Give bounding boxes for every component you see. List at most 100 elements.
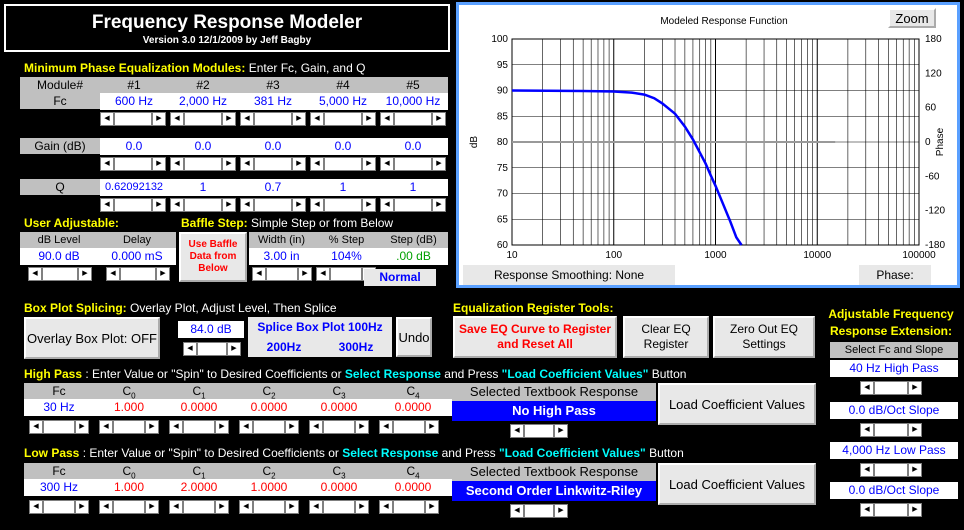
lp-response-select[interactable]: Second Order Linkwitz-Riley: [452, 481, 656, 501]
lp-c2-spinner[interactable]: ◀ ▶: [239, 500, 299, 514]
hp-c3-spinner[interactable]: ◀ ▶: [309, 420, 369, 434]
gain-5-spinner[interactable]: ◀ ▶: [380, 157, 446, 171]
gain-4-spinner[interactable]: ◀ ▶: [310, 157, 376, 171]
fc-2-spinner[interactable]: ◀ ▶: [170, 112, 236, 126]
splice-300hz-button[interactable]: 300Hz: [338, 340, 374, 354]
q-1-input[interactable]: 0.62092132: [100, 179, 168, 196]
baffle-mode-select[interactable]: Normal: [364, 269, 436, 286]
hp-c0-input[interactable]: 1.000: [94, 399, 164, 416]
q-3-input[interactable]: 0.7: [238, 179, 308, 196]
hp-response-select[interactable]: No High Pass: [452, 401, 656, 421]
baffle-width-input[interactable]: 3.00 in: [249, 248, 314, 265]
app-subtitle: Version 3.0 12/1/2009 by Jeff Bagby: [142, 35, 312, 46]
hp-response-spinner[interactable]: ◀ ▶: [510, 424, 568, 438]
lp-c0-input[interactable]: 1.000: [94, 479, 164, 496]
q-4-input[interactable]: 1: [308, 179, 378, 196]
q-3-spinner[interactable]: ◀ ▶: [240, 198, 306, 212]
lp-c3-spinner[interactable]: ◀ ▶: [309, 500, 369, 514]
lp-response-spinner[interactable]: ◀ ▶: [510, 504, 568, 518]
gain-5-input[interactable]: 0.0: [378, 138, 448, 155]
fc-5-spinner[interactable]: ◀ ▶: [380, 112, 446, 126]
fc-1-spinner[interactable]: ◀ ▶: [100, 112, 166, 126]
q-1-spinner[interactable]: ◀ ▶: [100, 198, 166, 212]
clear-eq-register-button[interactable]: Clear EQ Register: [623, 316, 709, 358]
user-adj-heading: User Adjustable:: [24, 216, 119, 230]
q-5-spinner[interactable]: ◀ ▶: [380, 198, 446, 212]
hp-extension-value[interactable]: 40 Hz High Pass: [830, 360, 958, 377]
fc-4-spinner[interactable]: ◀ ▶: [310, 112, 376, 126]
fc-3-spinner[interactable]: ◀ ▶: [240, 112, 306, 126]
hp-c2-spinner[interactable]: ◀ ▶: [239, 420, 299, 434]
baffle-width-spinner[interactable]: ◀ ▶: [252, 267, 312, 281]
gain-2-spinner[interactable]: ◀ ▶: [170, 157, 236, 171]
q-5-input[interactable]: 1: [378, 179, 448, 196]
gain-1-input[interactable]: 0.0: [100, 138, 168, 155]
lp-c0-spinner[interactable]: ◀ ▶: [99, 500, 159, 514]
q-2-spinner[interactable]: ◀ ▶: [170, 198, 236, 212]
x-tick-label: 10000: [803, 250, 831, 261]
delay-spinner[interactable]: ◀ ▶: [106, 267, 170, 281]
module-1: #1: [100, 77, 168, 93]
phase-button[interactable]: Phase:: [859, 265, 931, 285]
box-level-input[interactable]: 84.0 dB: [178, 321, 244, 338]
fc-5-input[interactable]: 10,000 Hz: [378, 93, 448, 110]
hp-fc-input[interactable]: 30 Hz: [24, 399, 94, 416]
hp-slope-value[interactable]: 0.0 dB/Oct Slope: [830, 402, 958, 419]
response-smoothing-select[interactable]: Response Smoothing: None: [463, 265, 675, 285]
hp-extension-spinner[interactable]: ◀ ▶: [860, 381, 922, 395]
fc-4-input[interactable]: 5,000 Hz: [308, 93, 378, 110]
lp-c4-spinner[interactable]: ◀ ▶: [379, 500, 439, 514]
q-4-spinner[interactable]: ◀ ▶: [310, 198, 376, 212]
gain-1-spinner[interactable]: ◀ ▶: [100, 157, 166, 171]
db-level-spinner[interactable]: ◀ ▶: [28, 267, 92, 281]
x-tick-label: 10: [506, 250, 518, 261]
gain-3-input[interactable]: 0.0: [238, 138, 308, 155]
hp-col-c4: C4: [374, 383, 452, 400]
lp-slope-value[interactable]: 0.0 dB/Oct Slope: [830, 482, 958, 499]
lp-c1-spinner[interactable]: ◀ ▶: [169, 500, 229, 514]
hp-slope-spinner[interactable]: ◀ ▶: [860, 423, 922, 437]
y-tick-label: 80: [497, 137, 509, 148]
fc-3-input[interactable]: 381 Hz: [238, 93, 308, 110]
box-level-spinner[interactable]: ◀ ▶: [183, 342, 241, 356]
save-eq-curve-button[interactable]: Save EQ Curve to Register and Reset All: [453, 316, 617, 358]
undo-button[interactable]: Undo: [396, 317, 432, 357]
hp-c4-spinner[interactable]: ◀ ▶: [379, 420, 439, 434]
hp-fc-spinner[interactable]: ◀ ▶: [29, 420, 89, 434]
delay-input[interactable]: 0.000 mS: [98, 248, 176, 265]
hp-col-c1: C1: [164, 383, 234, 400]
hp-load-coefficients-button[interactable]: Load Coefficient Values: [658, 383, 816, 425]
db-level-input[interactable]: 90.0 dB: [20, 248, 98, 265]
q-2-input[interactable]: 1: [168, 179, 238, 196]
lp-fc-spinner[interactable]: ◀ ▶: [29, 500, 89, 514]
hp-c0-spinner[interactable]: ◀ ▶: [99, 420, 159, 434]
splice-100hz-button[interactable]: Splice Box Plot 100Hz: [257, 320, 383, 334]
gain-4-input[interactable]: 0.0: [308, 138, 378, 155]
lp-extension-spinner[interactable]: ◀ ▶: [860, 463, 922, 477]
zoom-button[interactable]: Zoom: [888, 8, 936, 28]
gain-3-spinner[interactable]: ◀ ▶: [240, 157, 306, 171]
hp-c1-spinner[interactable]: ◀ ▶: [169, 420, 229, 434]
lp-fc-input[interactable]: 300 Hz: [24, 479, 94, 496]
fc-label: Fc: [20, 93, 100, 109]
hp-c4-input[interactable]: 0.0000: [374, 399, 452, 416]
lp-c4-input[interactable]: 0.0000: [374, 479, 452, 496]
overlay-box-plot-button[interactable]: Overlay Box Plot: OFF: [24, 317, 160, 359]
fc-2-input[interactable]: 2,000 Hz: [168, 93, 238, 110]
hp-c1-input[interactable]: 0.0000: [164, 399, 234, 416]
lp-c3-input[interactable]: 0.0000: [304, 479, 374, 496]
lp-extension-value[interactable]: 4,000 Hz Low Pass: [830, 442, 958, 459]
lp-slope-spinner[interactable]: ◀ ▶: [860, 503, 922, 517]
lp-c1-input[interactable]: 2.0000: [164, 479, 234, 496]
hp-c2-input[interactable]: 0.0000: [234, 399, 304, 416]
lp-load-coefficients-button[interactable]: Load Coefficient Values: [658, 463, 816, 505]
zero-out-eq-button[interactable]: Zero Out EQ Settings: [713, 316, 815, 358]
baffle-heading: Baffle Step: Simple Step or from Below: [181, 216, 394, 230]
step-pct-input[interactable]: 104%: [314, 248, 379, 265]
hp-c3-input[interactable]: 0.0000: [304, 399, 374, 416]
lp-c2-input[interactable]: 1.0000: [234, 479, 304, 496]
use-baffle-data-button[interactable]: Use Baffle Data from Below: [179, 232, 247, 282]
fc-1-input[interactable]: 600 Hz: [100, 93, 168, 110]
splice-200hz-button[interactable]: 200Hz: [266, 340, 302, 354]
gain-2-input[interactable]: 0.0: [168, 138, 238, 155]
